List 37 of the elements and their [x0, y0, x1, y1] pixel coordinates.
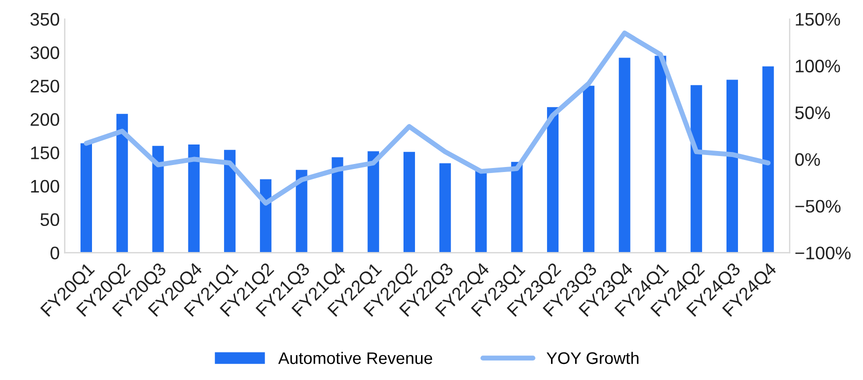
y2-tick-label: 100%: [796, 60, 840, 72]
bar: [152, 146, 164, 253]
legend-label: Automotive Revenue: [278, 352, 432, 364]
y-tick-label: 50: [40, 213, 60, 226]
bar: [511, 162, 523, 253]
y2-tick-label: −100%: [795, 246, 851, 260]
y-tick-label: 200: [30, 113, 60, 126]
bar: [690, 85, 702, 253]
bar: [726, 80, 738, 253]
y2-tick-label: 0%: [795, 153, 820, 166]
bar: [116, 114, 128, 253]
y-tick-label: 100: [31, 180, 60, 193]
y-tick-label: 300: [30, 46, 60, 60]
bar: [762, 66, 774, 253]
y-tick-label: 350: [30, 12, 60, 26]
line-series: [84, 30, 771, 206]
legend-label: YOY Growth: [546, 352, 638, 364]
bar: [224, 150, 236, 253]
bar: [296, 170, 308, 253]
y2-tick-label: −50%: [795, 200, 841, 213]
bar: [582, 86, 594, 253]
bar: [260, 179, 272, 253]
y2-tick-label: 150%: [796, 12, 840, 26]
y-tick-label: 250: [30, 80, 60, 92]
bar: [368, 151, 380, 253]
y-tick-label: 0: [50, 246, 60, 260]
bar: [188, 144, 200, 253]
y-tick-label: 150: [31, 146, 60, 160]
y2-tick-label: 50%: [795, 106, 830, 120]
bar: [439, 163, 451, 253]
bar: [654, 56, 666, 253]
bar: [332, 157, 344, 253]
bar: [475, 170, 487, 253]
bar: [618, 58, 630, 253]
bar: [404, 152, 415, 253]
bar: [80, 143, 92, 253]
bar: [547, 107, 559, 253]
